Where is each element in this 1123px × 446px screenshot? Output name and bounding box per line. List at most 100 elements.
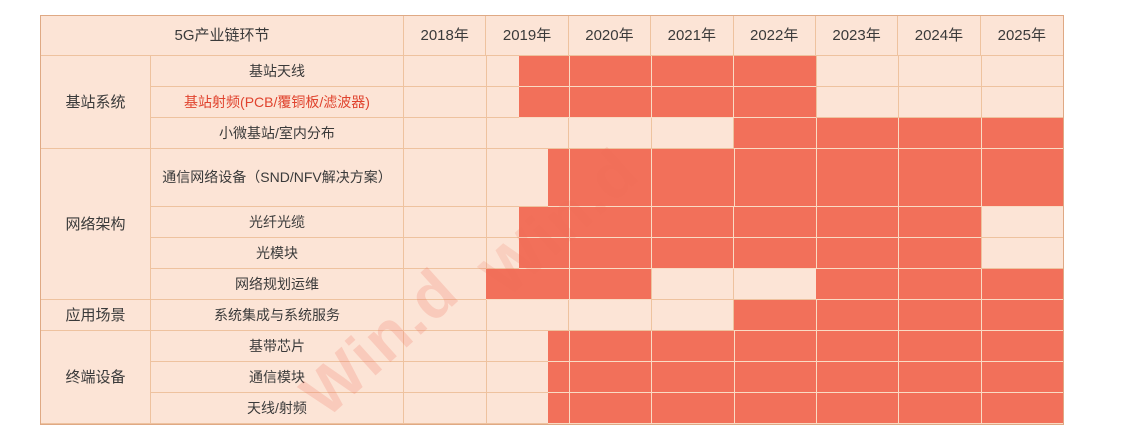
year-cells-row	[404, 238, 1063, 269]
column-separator	[898, 331, 900, 361]
column-separator	[733, 149, 735, 206]
year-cell	[569, 300, 652, 331]
column-separator	[733, 393, 735, 423]
row-label: 天线/射频	[151, 393, 404, 424]
gantt-bar	[733, 118, 1063, 149]
column-separator	[733, 331, 735, 361]
column-separator	[898, 149, 900, 206]
row-label: 网络规划运维	[151, 269, 404, 300]
column-separator	[651, 238, 653, 268]
column-separator	[980, 149, 982, 206]
column-separator	[651, 56, 653, 86]
year-cell	[981, 56, 1063, 87]
column-separator	[651, 87, 653, 117]
column-separator	[898, 207, 900, 237]
year-cell	[981, 87, 1063, 118]
column-separator	[568, 331, 570, 361]
column-separator	[815, 393, 817, 423]
column-separator	[815, 362, 817, 392]
column-separator	[651, 362, 653, 392]
year-cell	[404, 331, 487, 362]
column-separator	[898, 238, 900, 268]
row-label: 基站天线	[151, 56, 404, 87]
gantt-bar	[548, 149, 1063, 207]
row-label: 基站射频(PCB/覆铜板/滤波器)	[151, 87, 404, 118]
column-separator	[898, 393, 900, 423]
year-cell	[734, 269, 817, 300]
column-separator	[898, 300, 900, 330]
gantt-table: 5G产业链环节 2018年 2019年 2020年 2021年 2022年 2023年 20…	[40, 15, 1064, 425]
row-label: 小微基站/室内分布	[151, 118, 404, 149]
column-separator	[980, 393, 982, 423]
year-cells-row	[404, 87, 1063, 118]
year-header: 2021年	[651, 16, 734, 56]
column-separator	[568, 207, 570, 237]
year-cell	[404, 362, 487, 393]
row-label: 光模块	[151, 238, 404, 269]
column-separator	[568, 393, 570, 423]
column-separator	[733, 362, 735, 392]
year-cell	[404, 56, 487, 87]
row-label: 光纤光缆	[151, 207, 404, 238]
column-separator	[651, 149, 653, 206]
column-separator	[568, 149, 570, 206]
column-separator	[568, 238, 570, 268]
table-title: 5G产业链环节	[41, 16, 404, 56]
row-label: 通信网络设备（SND/NFV解决方案）	[151, 149, 404, 207]
column-separator	[568, 362, 570, 392]
year-cell	[899, 56, 982, 87]
year-cell	[569, 118, 652, 149]
column-separator	[733, 207, 735, 237]
row-label: 通信模块	[151, 362, 404, 393]
group-cell: 应用场景	[41, 300, 151, 331]
year-cells-row	[404, 362, 1063, 393]
year-cell	[486, 118, 569, 149]
gantt-bar	[519, 207, 981, 238]
column-separator	[898, 362, 900, 392]
column-separator	[568, 269, 570, 299]
year-cell	[651, 269, 734, 300]
year-cells-row	[404, 393, 1063, 424]
column-separator	[980, 362, 982, 392]
year-cells-row	[404, 207, 1063, 238]
year-cells-row	[404, 300, 1063, 331]
year-cell	[404, 87, 487, 118]
group-cell: 基站系统	[41, 56, 151, 149]
year-cell	[981, 238, 1063, 269]
column-separator	[733, 56, 735, 86]
gantt-bar	[519, 87, 816, 118]
year-cells-row	[404, 331, 1063, 362]
gantt-bar	[486, 269, 652, 300]
gantt-bar	[519, 56, 816, 87]
column-separator	[651, 207, 653, 237]
year-cell	[404, 269, 487, 300]
column-separator	[815, 118, 817, 148]
column-separator	[898, 269, 900, 299]
row-label: 基带芯片	[151, 331, 404, 362]
year-header: 2023年	[815, 16, 899, 56]
column-separator	[568, 56, 570, 86]
year-cells-row	[404, 269, 1063, 300]
column-separator	[980, 118, 982, 148]
gantt-bar	[733, 300, 1063, 331]
column-separator	[898, 118, 900, 148]
year-header: 2024年	[898, 16, 981, 56]
year-cell	[404, 149, 487, 207]
column-separator	[980, 331, 982, 361]
gantt-bar	[519, 238, 981, 269]
year-header: 2018年	[404, 16, 487, 56]
year-cell	[816, 87, 899, 118]
year-cell	[404, 118, 487, 149]
gantt-bar	[815, 269, 1063, 300]
year-cell	[651, 300, 734, 331]
column-separator	[815, 331, 817, 361]
year-cell	[404, 207, 487, 238]
gantt-bar	[548, 393, 1063, 424]
year-cells-row	[404, 118, 1063, 149]
column-separator	[651, 331, 653, 361]
year-cell	[981, 207, 1063, 238]
year-header: 2019年	[486, 16, 569, 56]
column-separator	[815, 300, 817, 330]
column-separator	[733, 87, 735, 117]
group-cell: 网络架构	[41, 149, 151, 300]
